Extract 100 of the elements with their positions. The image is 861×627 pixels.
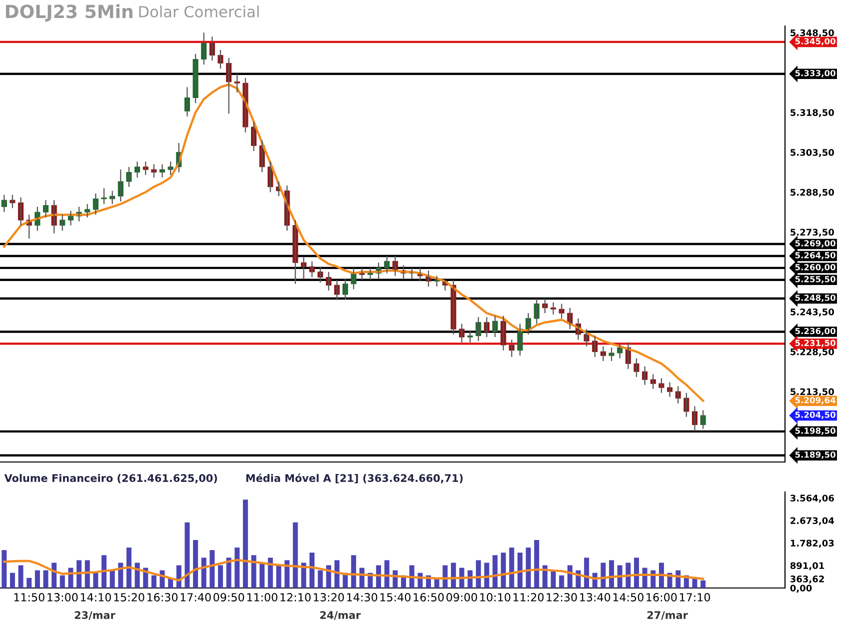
bar bbox=[60, 575, 65, 588]
bar bbox=[110, 570, 115, 588]
bar bbox=[384, 560, 390, 588]
x-tick-label: 12:30 bbox=[546, 593, 577, 602]
bar bbox=[351, 555, 356, 588]
text: 27/mar bbox=[647, 611, 688, 620]
bar bbox=[550, 570, 556, 588]
bar bbox=[484, 562, 490, 588]
y-tick-label: 363,62 bbox=[790, 576, 824, 584]
candlestick bbox=[658, 378, 664, 394]
ref-line-label: 5.198,50 bbox=[795, 428, 836, 435]
x-tick-label: 16:30 bbox=[147, 593, 178, 602]
bar bbox=[476, 560, 481, 588]
bar bbox=[242, 500, 248, 588]
y-tick-label: 5.273,50 bbox=[790, 228, 834, 237]
candlestick bbox=[334, 279, 340, 300]
candlestick bbox=[151, 164, 157, 178]
ref-line-label: 5.236,00 bbox=[795, 328, 836, 336]
bar bbox=[184, 522, 190, 588]
text: Média Móvel A [21] (363.624.660,71) bbox=[246, 474, 463, 484]
ref-line-label: 5.231,50 bbox=[795, 340, 836, 348]
chart-subtitle: Dolar Comercial bbox=[139, 6, 259, 18]
bar bbox=[26, 578, 32, 588]
bar bbox=[268, 558, 273, 588]
y-tick-label: 0,00 bbox=[790, 584, 812, 593]
bar bbox=[84, 560, 90, 588]
bar bbox=[534, 540, 540, 588]
x-tick-label: 10:10 bbox=[480, 593, 510, 602]
ref-line-label: 5.269,00 bbox=[795, 240, 836, 248]
y-tick-label: 3.564,06 bbox=[790, 494, 834, 503]
y-tick-label: 891,01 bbox=[790, 562, 824, 570]
bar bbox=[450, 562, 456, 588]
x-tick-label: 15:40 bbox=[380, 593, 410, 602]
candlestick bbox=[634, 358, 640, 378]
x-tick-label: 11:20 bbox=[514, 593, 544, 602]
bar bbox=[102, 555, 106, 588]
bar bbox=[226, 558, 232, 588]
candlestick bbox=[126, 166, 132, 188]
bar bbox=[609, 560, 614, 588]
bar bbox=[658, 562, 664, 588]
bar bbox=[442, 565, 448, 588]
bar bbox=[18, 565, 24, 588]
bar bbox=[52, 562, 57, 588]
bar bbox=[334, 560, 340, 588]
x-tick-label: 15:20 bbox=[114, 593, 144, 602]
bar bbox=[234, 548, 240, 588]
bar bbox=[518, 552, 522, 588]
y-tick-label: 5.348,50 bbox=[790, 29, 834, 38]
y-tick-label: 5.228,50 bbox=[790, 348, 834, 356]
bar bbox=[318, 570, 323, 588]
candlestick bbox=[168, 161, 174, 176]
x-tick-label: 17:10 bbox=[680, 593, 710, 602]
bar bbox=[301, 562, 306, 588]
bar bbox=[10, 572, 15, 588]
bar bbox=[492, 555, 498, 588]
x-tick-label: 17:40 bbox=[180, 593, 211, 602]
candlestick bbox=[542, 298, 548, 314]
x-tick-label: 13:40 bbox=[580, 593, 610, 602]
y-tick-label: 1.782,03 bbox=[790, 540, 834, 548]
bar bbox=[2, 550, 7, 588]
x-tick-label: 13:20 bbox=[314, 593, 344, 602]
bar bbox=[151, 575, 156, 588]
ref-line-label: 5.345,00 bbox=[795, 38, 836, 46]
bar bbox=[700, 580, 706, 588]
bar bbox=[559, 575, 564, 588]
y-tick-label: 5.318,50 bbox=[790, 109, 834, 118]
bar bbox=[310, 552, 314, 588]
bar bbox=[634, 558, 639, 588]
x-tick-label: 14:50 bbox=[613, 593, 644, 602]
bar bbox=[218, 565, 223, 588]
text: 5.204,50 bbox=[795, 412, 836, 419]
bar bbox=[600, 562, 606, 588]
ref-line-label: 5.255,50 bbox=[795, 276, 836, 284]
x-tick-label: 14:10 bbox=[80, 593, 111, 602]
ref-line-label: 5.260,00 bbox=[795, 264, 836, 272]
bar bbox=[260, 562, 265, 588]
x-tick-label: 09:50 bbox=[214, 593, 244, 602]
y-tick-label: 5.213,50 bbox=[790, 388, 834, 396]
y-tick-label: 2.673,04 bbox=[790, 517, 834, 526]
bar bbox=[210, 550, 215, 588]
bar bbox=[126, 548, 132, 588]
y-tick-label: 5.243,50 bbox=[790, 308, 834, 317]
bar bbox=[292, 522, 298, 588]
bar bbox=[526, 548, 531, 588]
x-tick-label: 16:00 bbox=[646, 593, 677, 602]
y-tick-label: 5.303,50 bbox=[790, 149, 834, 157]
ref-line-label: 5.333,00 bbox=[795, 70, 836, 78]
candlestick bbox=[700, 410, 706, 430]
chart-title: Volume Financeiro (261.461.625,00) bbox=[4, 474, 217, 484]
ref-line-label: 5.264,50 bbox=[795, 252, 836, 260]
text: 24/mar bbox=[320, 611, 361, 620]
y-tick-label: 5.288,50 bbox=[790, 188, 834, 197]
bar bbox=[201, 558, 206, 588]
bar bbox=[34, 570, 40, 588]
bar bbox=[43, 570, 48, 588]
bar bbox=[118, 562, 124, 588]
x-tick-label: 12:10 bbox=[280, 593, 311, 602]
bar bbox=[193, 540, 198, 588]
candlestick bbox=[142, 161, 148, 176]
bar bbox=[284, 560, 290, 588]
